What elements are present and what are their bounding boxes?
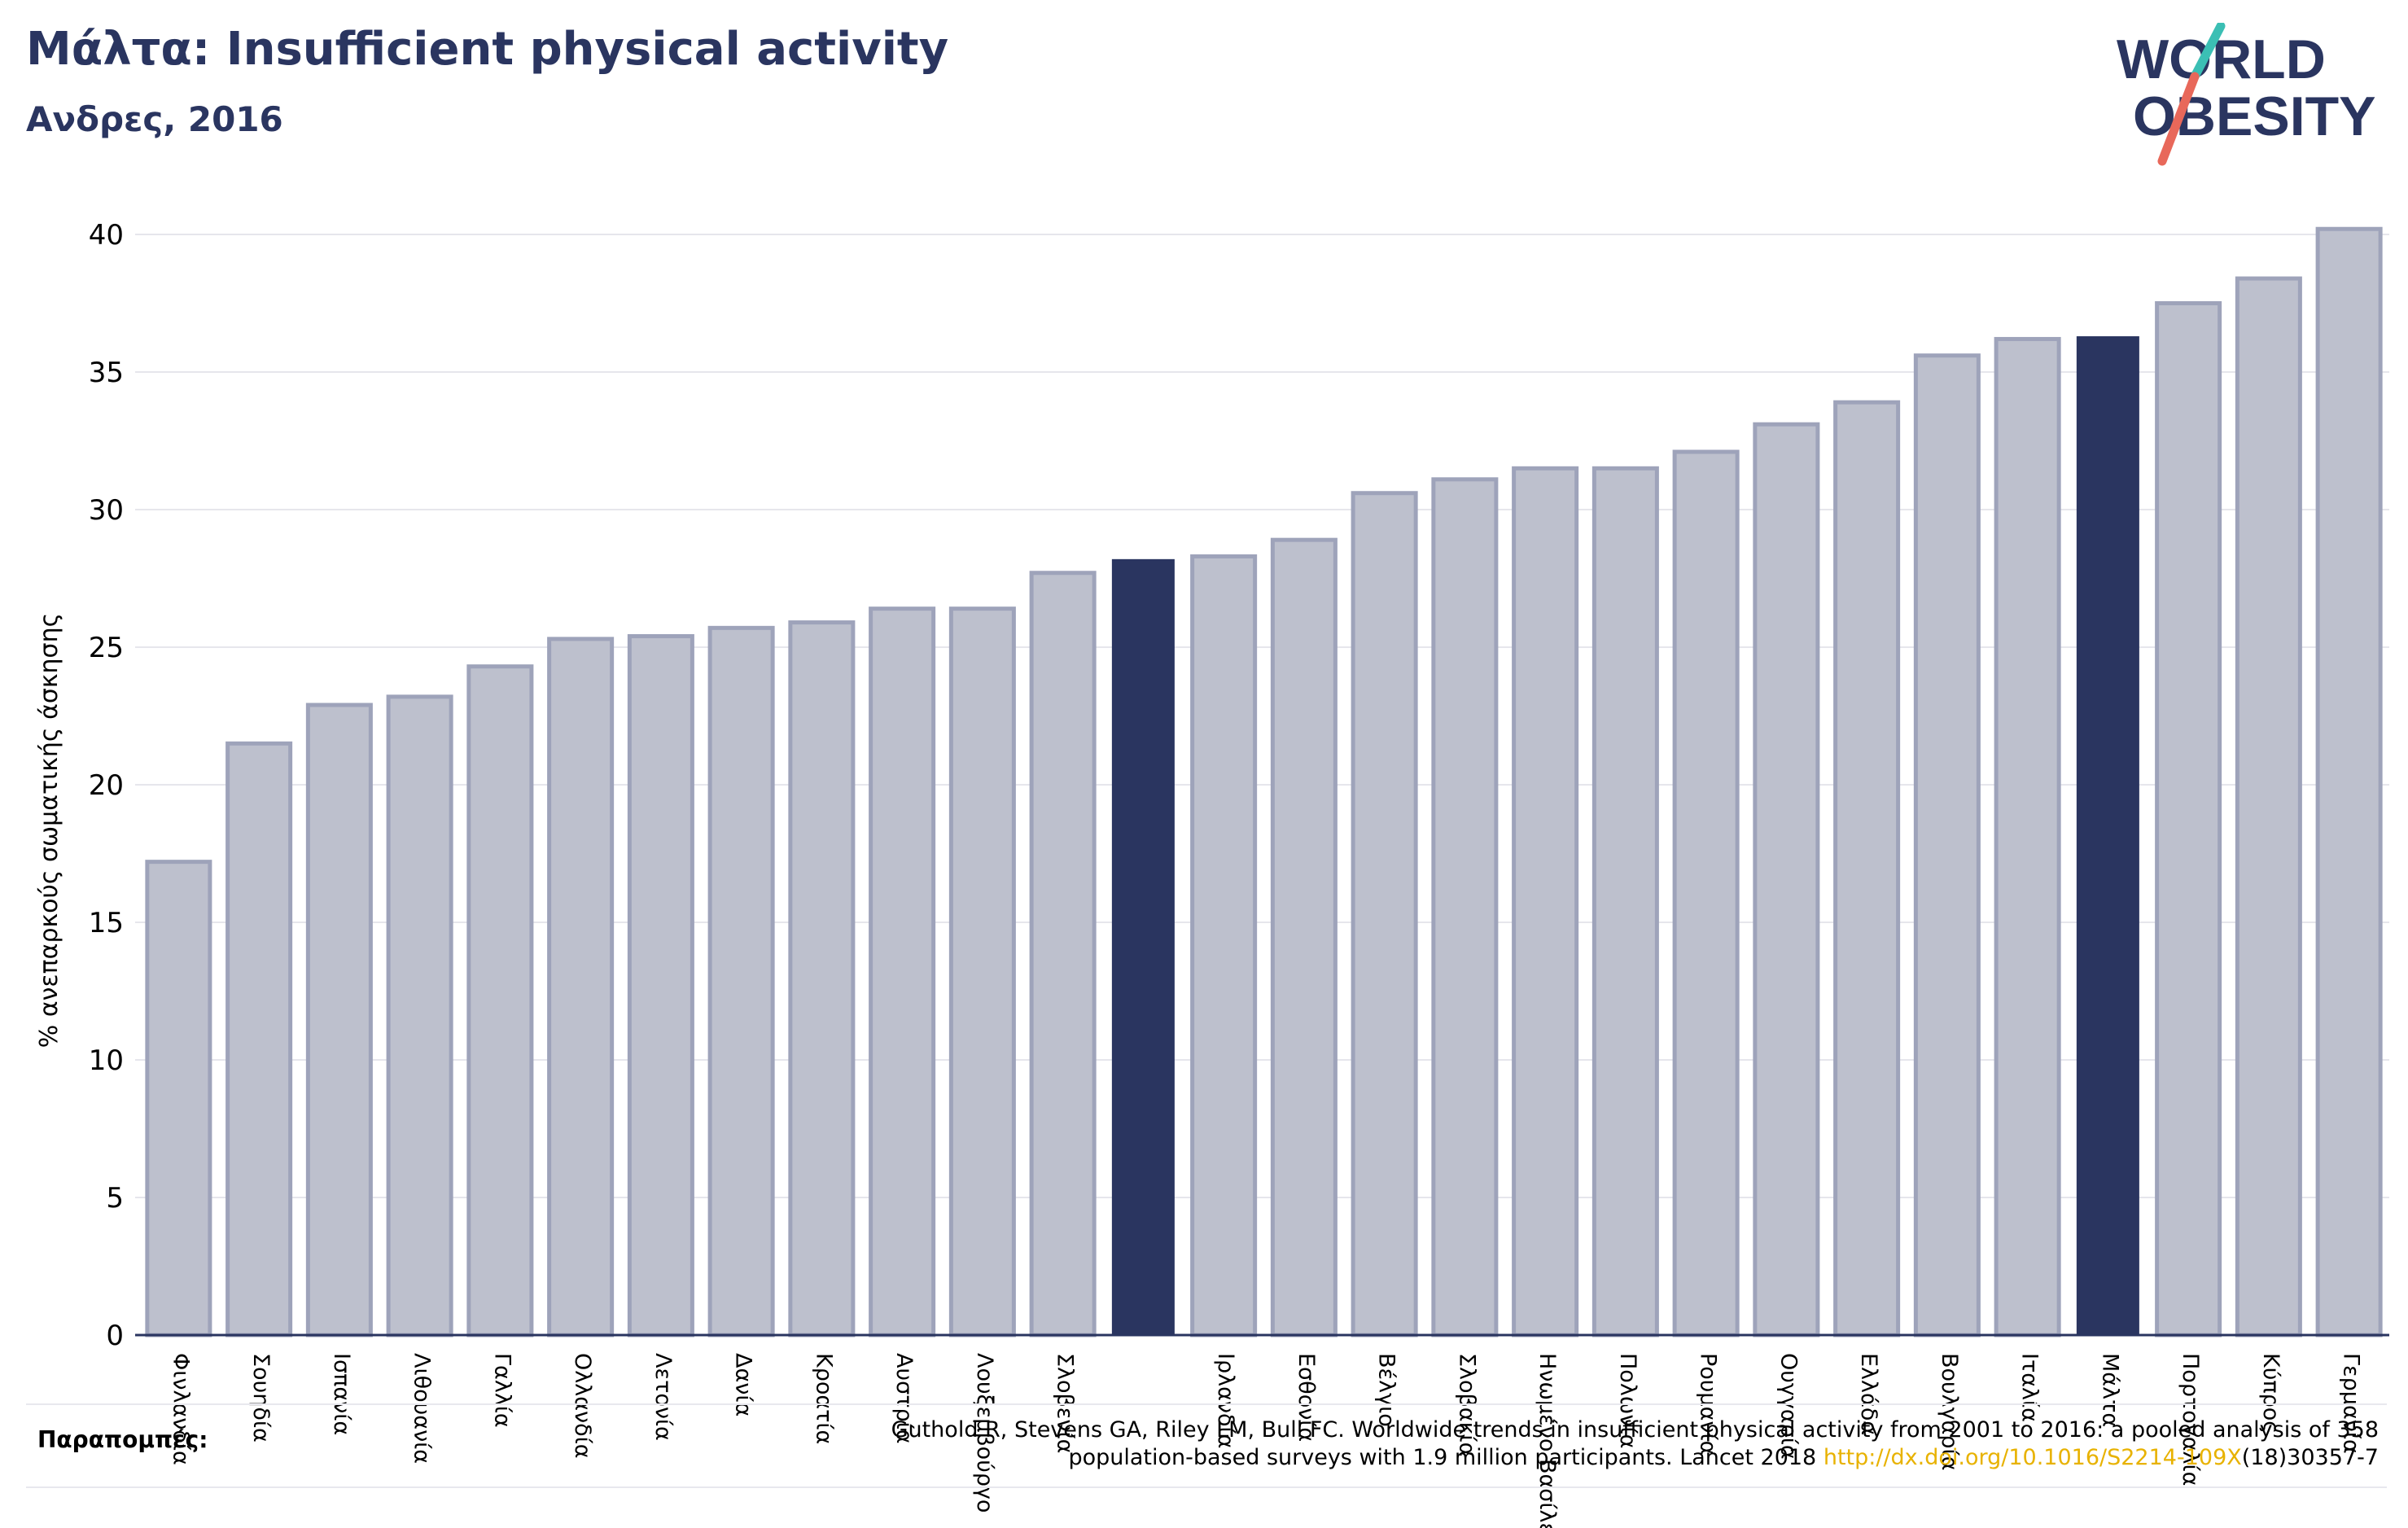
reference-doi-link[interactable]: http://dx.doi.org/10.1016/S2214-109X — [1823, 1445, 2242, 1470]
x-tick-label: Λουξεμβούργο — [972, 1353, 997, 1513]
x-tick-label: Γερμανία — [2339, 1353, 2364, 1454]
logo-line1: WORLD — [2117, 28, 2326, 90]
bar-highlight — [1111, 558, 1175, 1335]
x-tick-label: Σουηδία — [248, 1353, 274, 1443]
bar-Ηνωμένο Βασίλειο — [1512, 466, 1579, 1338]
bar-Λουξεμβούργο — [948, 606, 1016, 1338]
y-tick-label: 40 — [89, 219, 124, 252]
references-label: Παραπομπές: — [37, 1426, 208, 1453]
y-tick-label: 10 — [89, 1044, 124, 1077]
bar-Πορτογαλία — [2155, 301, 2222, 1338]
y-tick-label: 30 — [89, 494, 124, 527]
y-tick-label: 15 — [89, 907, 124, 939]
chart-title: Μάλτα: Insufficient physical activity — [26, 23, 949, 76]
bar-Εσθονία — [1270, 537, 1338, 1338]
bar-Ισπανία — [305, 703, 373, 1338]
bar-Αυστρία — [869, 606, 936, 1338]
x-tick-label: Μάλτα — [2097, 1353, 2122, 1427]
x-tick-label: Κροατία — [811, 1353, 836, 1444]
x-tick-label: Κύπρος — [2258, 1353, 2283, 1434]
bar-Ολλανδία — [547, 637, 615, 1338]
reference-line-1: Guthold R, Stevens GA, Riley LM, Bull FC… — [891, 1417, 2379, 1443]
world-obesity-logo: WORLD OBESITY — [2117, 23, 2376, 166]
x-tick-label: Βέλγιο — [1374, 1353, 1399, 1427]
x-tick-label: Ηνωμένο Βασίλειο — [1535, 1353, 1560, 1528]
bar-Πολωνία — [1591, 466, 1659, 1338]
bar-Σλοβακία — [1431, 477, 1499, 1338]
reference-line-2-prefix: population-based surveys with 1.9 millio… — [1068, 1445, 1824, 1470]
y-tick-label: 20 — [89, 769, 124, 802]
bar-Δανία — [707, 625, 775, 1338]
x-tick-label: Λιθουανία — [409, 1353, 435, 1464]
x-tick-label: Σλοβενία — [1053, 1353, 1078, 1453]
x-tick-label: Εσθονία — [1294, 1353, 1319, 1442]
footer-divider-bottom — [26, 1486, 2387, 1488]
bar-Κροατία — [788, 620, 856, 1338]
x-tick-label: Πορτογαλία — [2178, 1353, 2203, 1486]
bar-Λιθουανία — [386, 694, 453, 1338]
y-tick-label: 5 — [106, 1182, 124, 1215]
bar-Μάλτα — [2076, 336, 2139, 1335]
bar-Ιταλία — [1994, 336, 2061, 1338]
bar-Ελλάδα — [1833, 400, 1901, 1338]
x-tick-label: Ουγγαρία — [1775, 1353, 1801, 1460]
x-tick-label: Γαλλία — [489, 1353, 514, 1428]
bar-Βουλγαρία — [1913, 353, 1981, 1338]
bar-Φινλανδία — [145, 860, 212, 1338]
x-tick-label: Ισπανία — [329, 1353, 354, 1435]
x-tick-label: Δανία — [731, 1353, 756, 1416]
reference-line-2-suffix: (18)30357-7 — [2241, 1445, 2379, 1470]
bar-Λετονία — [627, 633, 694, 1338]
bar-Σλοβενία — [1029, 571, 1097, 1338]
footer-divider-top — [26, 1403, 2387, 1405]
logo-slash-bottom — [2157, 72, 2200, 166]
x-tick-label: Ιταλία — [2017, 1353, 2042, 1422]
bar-Κύπρος — [2235, 276, 2302, 1338]
y-tick-label: 25 — [89, 632, 124, 664]
bar-Βέλγιο — [1351, 491, 1418, 1338]
x-tick-label: Ελλάδα — [1856, 1353, 1881, 1435]
logo-slash-top — [2190, 23, 2226, 81]
y-tick-label: 0 — [106, 1320, 124, 1352]
x-tick-label: Λετονία — [650, 1353, 676, 1441]
y-axis-label: % ανεπαρκούς σωματικής άσκησης — [35, 613, 63, 1048]
x-tick-label: Φινλανδία — [168, 1353, 193, 1465]
x-tick-label: Αυστρία — [891, 1353, 917, 1444]
bar-Γερμανία — [2315, 226, 2383, 1338]
x-tick-label: Ιρλανδία — [1213, 1353, 1238, 1448]
references-text: Guthold R, Stevens GA, Riley LM, Bull FC… — [669, 1416, 2379, 1472]
bar-Ουγγαρία — [1753, 422, 1820, 1338]
bar-Σουηδία — [225, 741, 293, 1338]
bar-Γαλλία — [466, 664, 534, 1338]
reference-line-2: population-based surveys with 1.9 millio… — [669, 1444, 2379, 1472]
bar-Ιρλανδία — [1190, 554, 1258, 1338]
y-tick-label: 35 — [89, 357, 124, 389]
x-tick-label: Βουλγαρία — [1937, 1353, 1962, 1471]
x-tick-label: Ολλανδία — [570, 1353, 595, 1459]
chart-subtitle: Ανδρες, 2016 — [26, 99, 283, 139]
axes: 0 5 10 15 20 25 30 35 40 Φινλανδία Σουηδία Ισπανία Λ… — [89, 219, 2389, 1528]
bars — [145, 226, 2383, 1338]
x-tick-label: Πολωνία — [1615, 1353, 1640, 1448]
bar-Ρουμανία — [1672, 449, 1740, 1338]
